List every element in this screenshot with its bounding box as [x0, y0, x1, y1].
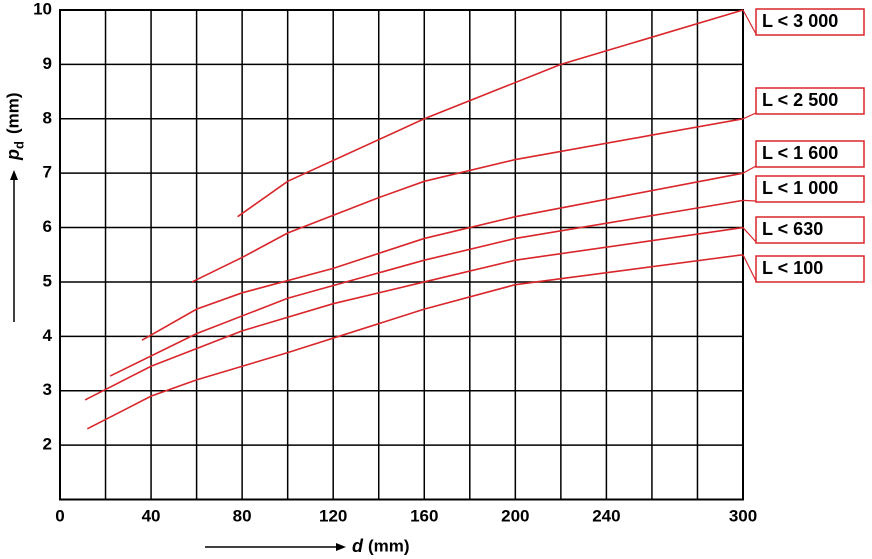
- legend-leader: [742, 112, 757, 120]
- x-tick-label: 0: [55, 506, 64, 525]
- legend-label: L < 3 000: [762, 11, 838, 31]
- y-arrow-head: [10, 170, 18, 180]
- legend-label: L < 1 600: [762, 143, 838, 163]
- y-tick-label: 6: [43, 217, 52, 236]
- legend-leader: [742, 165, 757, 174]
- legend-leader: [742, 227, 757, 243]
- x-tick-label: 40: [142, 506, 161, 525]
- y-tick-label: 2: [43, 435, 52, 454]
- x-arrow-head: [336, 543, 346, 551]
- series-line: [86, 253, 744, 430]
- legend-label: L < 100: [762, 258, 823, 278]
- legend-box: [755, 255, 865, 283]
- x-tick-label: 200: [501, 506, 529, 525]
- y-tick-label: 10: [33, 0, 52, 18]
- x-axis-label: d: [352, 536, 364, 556]
- legend-box: [755, 8, 865, 36]
- x-axis-unit: (mm): [368, 536, 410, 555]
- series-line: [141, 172, 744, 341]
- legend-box: [755, 216, 865, 244]
- y-tick-label: 5: [43, 271, 52, 290]
- y-tick-label: 7: [43, 163, 52, 182]
- legend-label: L < 630: [762, 219, 823, 239]
- series-line: [191, 117, 744, 283]
- y-tick-label: 4: [43, 326, 53, 345]
- series-line: [84, 226, 744, 401]
- y-tick-label: 9: [43, 54, 52, 73]
- legend-box: [755, 87, 865, 115]
- legend-leader: [742, 254, 757, 282]
- legend-label: L < 1 000: [762, 178, 838, 198]
- legend-box: [755, 140, 865, 168]
- series-line: [109, 199, 744, 377]
- y-axis-label: p: [3, 149, 23, 161]
- y-axis-label-sub: d: [11, 141, 26, 149]
- x-tick-label: 240: [592, 506, 620, 525]
- legend-leader: [742, 9, 757, 35]
- y-axis-label-group: p d (mm): [3, 92, 27, 161]
- legend-label: L < 2 500: [762, 90, 838, 110]
- x-tick-label: 300: [729, 506, 757, 525]
- legend-box: [755, 175, 865, 203]
- x-tick-label: 160: [410, 506, 438, 525]
- x-tick-label: 120: [319, 506, 347, 525]
- series-line: [237, 9, 744, 218]
- legend-leader: [742, 199, 757, 202]
- y-tick-label: 8: [43, 108, 52, 127]
- plot-frame: [59, 9, 744, 501]
- y-tick-label: 3: [43, 380, 52, 399]
- y-axis-unit: (mm): [3, 92, 22, 134]
- x-tick-label: 80: [233, 506, 252, 525]
